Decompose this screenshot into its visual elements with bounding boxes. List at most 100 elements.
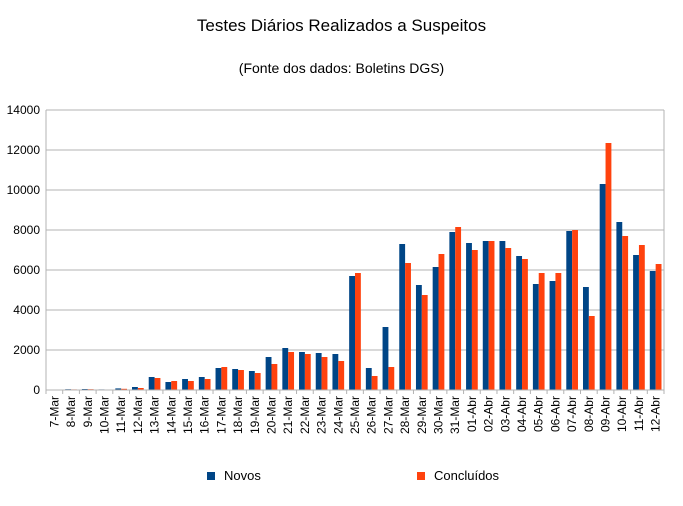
legend-swatch-novos	[207, 471, 215, 480]
bar-novos	[265, 357, 272, 390]
bar-concluidos	[572, 230, 578, 390]
x-tick-label: 03-Abr	[498, 396, 512, 432]
legend-label-novos: Novos	[224, 468, 261, 483]
bar-concluidos	[254, 373, 261, 390]
bar-novos	[132, 387, 138, 390]
bar-novos	[215, 368, 222, 390]
bar-concluidos	[605, 143, 612, 390]
x-tick-label: 08-Abr	[582, 396, 596, 432]
x-tick-label: 10-Abr	[615, 396, 629, 432]
x-tick-label: 14-Mar	[164, 396, 178, 434]
x-tick-label: 22-Mar	[298, 396, 312, 434]
bar-concluidos	[588, 316, 595, 390]
bar-concluidos	[238, 370, 244, 390]
bar-concluidos	[171, 381, 178, 390]
bar-concluidos	[187, 381, 194, 390]
bar-concluidos	[471, 250, 478, 390]
x-tick-label: 12-Abr	[649, 396, 663, 432]
x-tick-label: 17-Mar	[214, 396, 228, 434]
legend-swatch-concluidos	[417, 471, 425, 480]
bar-concluidos	[421, 295, 428, 390]
bar-concluidos	[355, 273, 361, 390]
bar-concluidos	[505, 248, 512, 390]
bar-novos	[532, 284, 539, 390]
bar-novos	[549, 281, 556, 390]
legend-label-concluidos: Concluídos	[434, 468, 500, 483]
bar-concluidos	[338, 361, 345, 390]
bar-novos	[198, 377, 205, 390]
bar-concluidos	[455, 227, 462, 390]
bar-concluidos	[154, 378, 161, 390]
bar-novos	[516, 256, 523, 390]
x-tick-label: 28-Mar	[398, 396, 412, 434]
bar-novos	[499, 241, 506, 390]
x-tick-label: 12-Mar	[131, 396, 145, 434]
bar-novos	[232, 369, 239, 390]
bar-concluidos	[321, 357, 328, 390]
bar-concluidos	[204, 379, 211, 390]
bar-novos	[582, 287, 589, 390]
bar-novos	[165, 382, 172, 390]
bar-concluidos	[488, 241, 495, 390]
x-tick-label: 11-Mar	[114, 396, 128, 433]
x-tick-label: 7-Mar	[47, 396, 61, 427]
bar-novos	[649, 271, 656, 390]
bar-novos	[315, 353, 322, 390]
bar-novos	[599, 184, 606, 390]
x-tick-label: 29-Mar	[415, 396, 429, 434]
x-tick-label: 31-Mar	[448, 396, 462, 434]
bar-novos	[349, 276, 355, 390]
x-tick-label: 07-Abr	[565, 396, 579, 432]
bar-novos	[466, 243, 472, 390]
x-tick-label: 10-Mar	[97, 396, 111, 434]
bar-concluidos	[522, 259, 528, 390]
legend-item-concluidos: Concluídos	[417, 468, 499, 483]
bar-concluidos	[304, 354, 311, 390]
bar-concluidos	[555, 273, 562, 390]
bar-concluidos	[622, 236, 629, 390]
x-tick-label: 05-Abr	[532, 396, 546, 432]
bar-novos	[115, 388, 122, 390]
x-tick-label: 19-Mar	[248, 396, 262, 434]
x-tick-label: 9-Mar	[81, 396, 95, 427]
bar-concluidos	[137, 388, 144, 390]
chart-title: Testes Diários Realizados a Suspeitos	[196, 16, 487, 35]
bar-concluidos	[405, 263, 411, 390]
bar-concluidos	[438, 254, 445, 390]
x-tick-label: 8-Mar	[64, 396, 78, 427]
bar-concluidos	[271, 364, 278, 390]
bar-novos	[633, 255, 639, 390]
bar-novos	[182, 379, 188, 390]
bar-novos	[482, 241, 489, 390]
bar-concluidos	[538, 273, 545, 390]
x-tick-label: 18-Mar	[231, 396, 245, 434]
bar-novos	[415, 285, 422, 390]
bar-novos	[399, 244, 406, 390]
bar-novos	[299, 352, 305, 390]
bar-novos	[282, 348, 289, 390]
x-tick-label: 13-Mar	[148, 396, 162, 434]
bar-novos	[365, 368, 372, 390]
bar-concluidos	[388, 367, 395, 390]
x-tick-label: 27-Mar	[381, 396, 395, 434]
x-tick-label: 20-Mar	[264, 396, 278, 434]
bar-novos	[616, 222, 623, 390]
x-tick-label: 25-Mar	[348, 396, 362, 434]
bar-novos	[382, 327, 389, 390]
y-tick-label: 0	[33, 383, 40, 397]
y-tick-label: 10000	[7, 183, 41, 197]
y-tick-label: 2000	[13, 343, 40, 357]
y-tick-label: 4000	[13, 303, 40, 317]
x-tick-label: 02-Abr	[482, 396, 496, 432]
bar-concluidos	[655, 264, 662, 390]
bar-novos	[449, 232, 456, 390]
x-tick-label: 30-Mar	[432, 396, 446, 434]
y-tick-label: 8000	[13, 223, 40, 237]
x-tick-label: 21-Mar	[281, 396, 295, 434]
bar-concluidos	[221, 367, 228, 390]
x-tick-label: 04-Abr	[515, 396, 529, 432]
bar-novos	[248, 371, 255, 390]
bar-novos	[566, 231, 573, 390]
chart-subtitle: (Fonte dos dados: Boletins DGS)	[238, 60, 445, 76]
